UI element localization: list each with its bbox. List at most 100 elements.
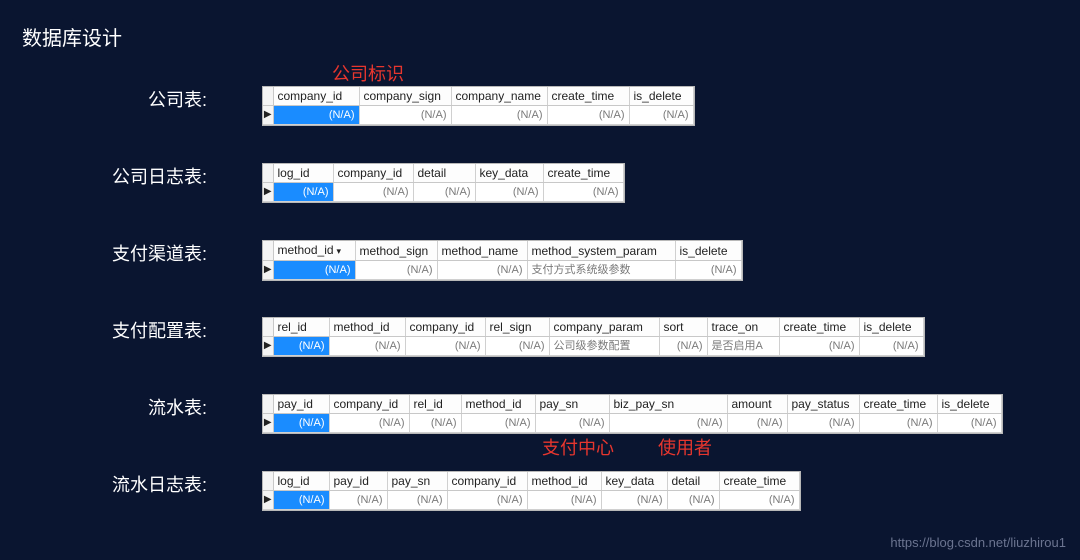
row-marker-icon: ▶: [263, 337, 273, 356]
row-marker-icon: ▶: [263, 414, 273, 433]
cell: (N/A): [779, 337, 859, 356]
col-header: trace_on: [707, 318, 779, 337]
table-row-company: 公司表:company_idcompany_signcompany_namecr…: [148, 86, 695, 126]
cell: (N/A): [461, 414, 535, 433]
table-row-rel: 支付配置表:rel_idmethod_idcompany_idrel_signc…: [112, 317, 925, 357]
col-header: create_time: [859, 395, 937, 414]
col-header: company_param: [549, 318, 659, 337]
cell: (N/A): [609, 414, 727, 433]
annotation-company-sign: 公司标识: [332, 60, 404, 86]
col-header: method_system_param: [527, 241, 675, 261]
cell: (N/A): [451, 106, 547, 125]
cell: (N/A): [329, 337, 405, 356]
cell: (N/A): [273, 261, 355, 280]
col-header: is_delete: [859, 318, 923, 337]
watermark: https://blog.csdn.net/liuzhirou1: [890, 535, 1066, 550]
table-method: method_id▾method_signmethod_namemethod_s…: [262, 240, 743, 281]
cell: 是否启用A: [707, 337, 779, 356]
cell: (N/A): [437, 261, 527, 280]
col-header: company_id: [405, 318, 485, 337]
col-header: create_time: [779, 318, 859, 337]
cell: 公司级参数配置: [549, 337, 659, 356]
table-payLog: log_idpay_idpay_sncompany_idmethod_idkey…: [262, 471, 801, 511]
cell: 支付方式系统级参数: [527, 261, 675, 280]
cell: (N/A): [329, 491, 387, 510]
col-header: company_sign: [359, 87, 451, 106]
table-label: 公司日志表:: [112, 163, 244, 189]
col-header: create_time: [543, 164, 623, 183]
col-header: create_time: [719, 472, 799, 491]
col-header: method_sign: [355, 241, 437, 261]
cell: (N/A): [447, 491, 527, 510]
cell: (N/A): [359, 106, 451, 125]
cell: (N/A): [667, 491, 719, 510]
table-row-method: 支付渠道表: method_id▾method_signmethod_nameme…: [112, 240, 743, 281]
cell: (N/A): [547, 106, 629, 125]
table-row-pay: 流水表:pay_idcompany_idrel_idmethod_idpay_s…: [148, 394, 1003, 434]
cell: (N/A): [333, 183, 413, 202]
col-header: method_id: [461, 395, 535, 414]
col-header: method_id: [527, 472, 601, 491]
row-marker-icon: ▶: [263, 106, 273, 125]
cell: (N/A): [409, 414, 461, 433]
col-header: log_id: [273, 472, 329, 491]
col-header: pay_id: [329, 472, 387, 491]
col-header: pay_sn: [387, 472, 447, 491]
col-header: rel_id: [409, 395, 461, 414]
cell: (N/A): [273, 106, 359, 125]
table-label: 支付渠道表:: [112, 240, 244, 266]
table-row-payLog: 流水日志表: log_idpay_idpay_sncompany_idmethod…: [112, 471, 801, 511]
row-marker-icon: ▶: [263, 491, 273, 510]
col-header: biz_pay_sn: [609, 395, 727, 414]
row-marker-icon: ▶: [263, 261, 273, 280]
col-header: method_name: [437, 241, 527, 261]
col-header: company_id: [447, 472, 527, 491]
table-pay: pay_idcompany_idrel_idmethod_idpay_snbiz…: [262, 394, 1003, 434]
col-header: rel_id: [273, 318, 329, 337]
cell: (N/A): [787, 414, 859, 433]
cell: (N/A): [413, 183, 475, 202]
col-header: company_id: [329, 395, 409, 414]
cell: (N/A): [329, 414, 409, 433]
cell: (N/A): [475, 183, 543, 202]
col-header: log_id: [273, 164, 333, 183]
table-companyLog: log_idcompany_iddetailkey_datacreate_tim…: [262, 163, 625, 203]
cell: (N/A): [937, 414, 1001, 433]
cell: (N/A): [659, 337, 707, 356]
cell: (N/A): [719, 491, 799, 510]
col-header: pay_sn: [535, 395, 609, 414]
col-header: sort: [659, 318, 707, 337]
col-header: key_data: [475, 164, 543, 183]
table-label: 支付配置表:: [112, 317, 244, 343]
cell: (N/A): [273, 183, 333, 202]
col-header: amount: [727, 395, 787, 414]
col-header: detail: [667, 472, 719, 491]
col-header: is_delete: [937, 395, 1001, 414]
col-header: company_id: [333, 164, 413, 183]
table-label: 流水表:: [148, 394, 244, 420]
annotation-user: 使用者: [658, 434, 712, 460]
cell: (N/A): [675, 261, 741, 280]
cell: (N/A): [629, 106, 693, 125]
col-header: key_data: [601, 472, 667, 491]
cell: (N/A): [859, 414, 937, 433]
cell: (N/A): [601, 491, 667, 510]
row-marker-icon: ▶: [263, 183, 273, 202]
col-header: detail: [413, 164, 475, 183]
col-header: is_delete: [629, 87, 693, 106]
annotation-pay-center: 支付中心: [542, 434, 614, 460]
col-header: method_id▾: [273, 241, 355, 261]
col-header: company_id: [273, 87, 359, 106]
cell: (N/A): [273, 337, 329, 356]
cell: (N/A): [527, 491, 601, 510]
col-header: create_time: [547, 87, 629, 106]
col-header: pay_id: [273, 395, 329, 414]
page-title: 数据库设计: [22, 22, 122, 51]
col-header: rel_sign: [485, 318, 549, 337]
table-label: 公司表:: [148, 86, 244, 112]
col-header: pay_status: [787, 395, 859, 414]
cell: (N/A): [387, 491, 447, 510]
table-label: 流水日志表:: [112, 471, 244, 497]
cell: (N/A): [405, 337, 485, 356]
cell: (N/A): [355, 261, 437, 280]
